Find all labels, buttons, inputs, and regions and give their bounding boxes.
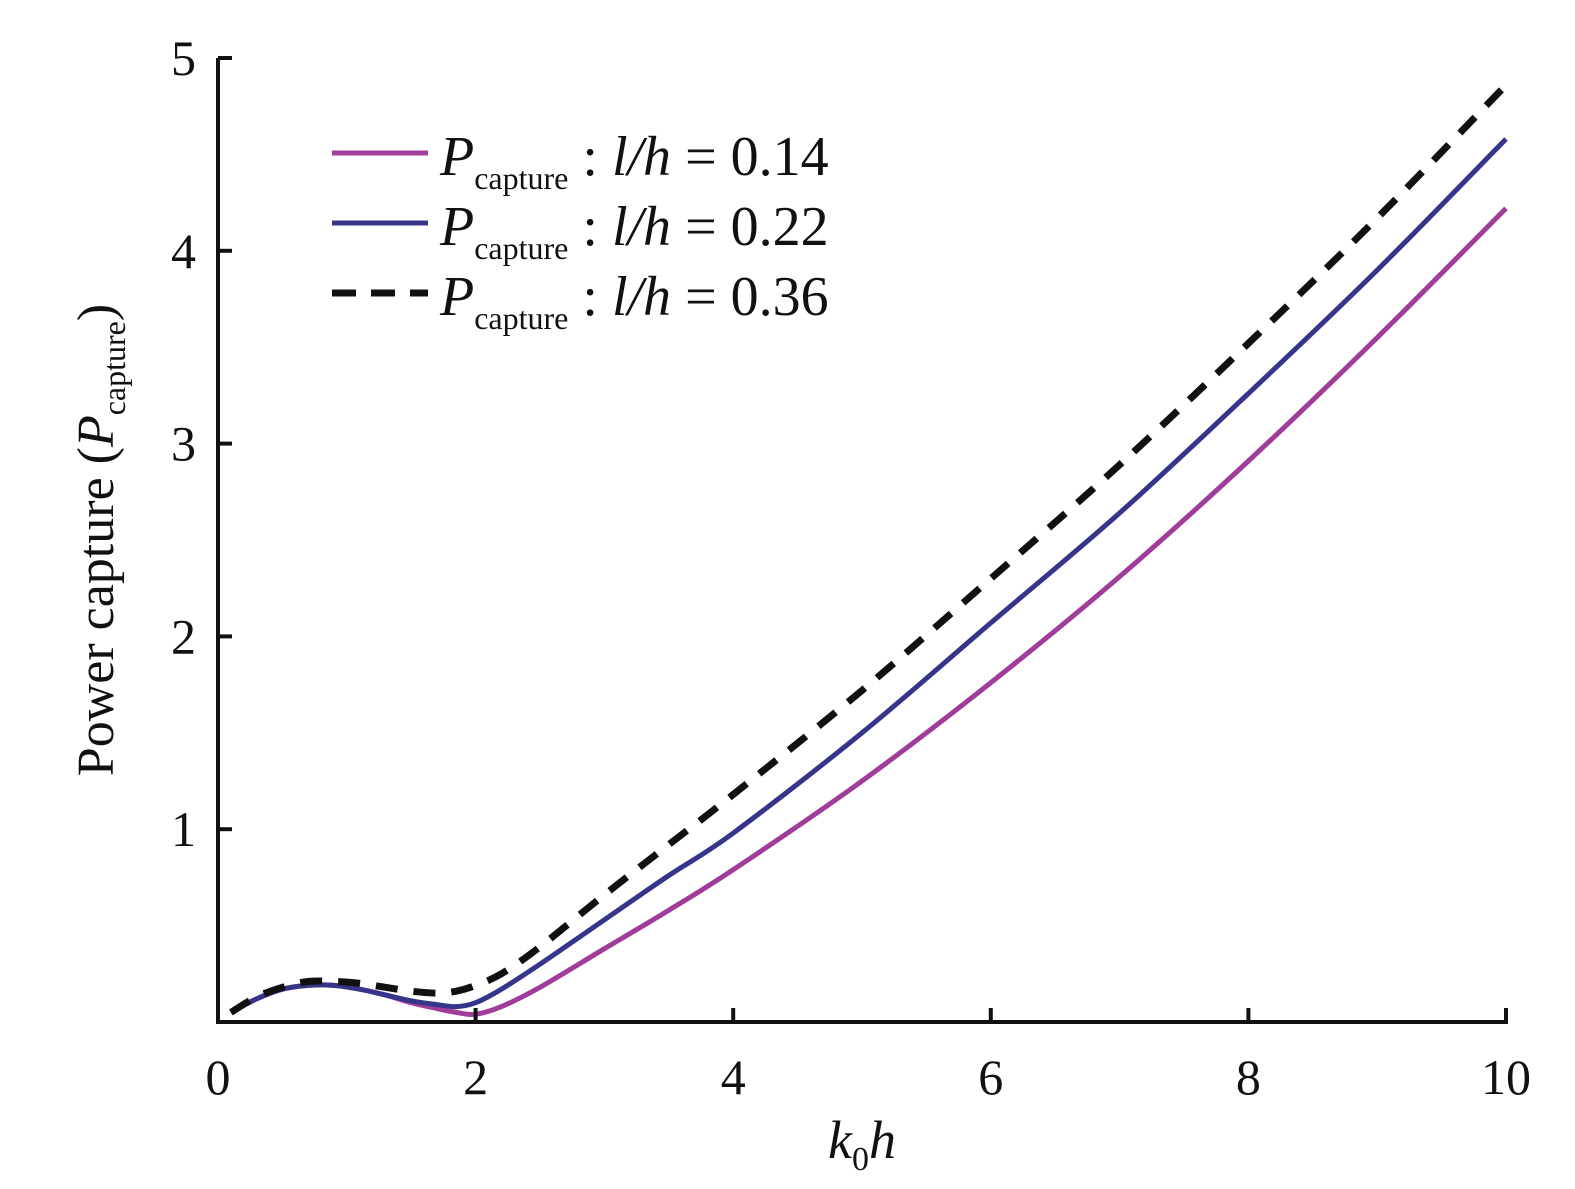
legend-label-2: Pcapture : l/h = 0.22 (439, 196, 829, 266)
x-tick-label: 8 (1236, 1049, 1261, 1105)
legend-label-3: Pcapture : l/h = 0.36 (439, 266, 829, 336)
x-tick-label: 6 (978, 1049, 1003, 1105)
plot-area (229, 82, 1509, 1018)
x-tick-label: 10 (1481, 1049, 1531, 1105)
x-axis-title: k0h (828, 1110, 896, 1178)
y-axis-title: Power capture (Pcapture) (68, 304, 132, 776)
legend-label-1: Pcapture : l/h = 0.14 (439, 126, 829, 196)
y-tick-label: 1 (171, 801, 196, 857)
y-tick-label: 5 (171, 30, 196, 86)
y-tick-label: 2 (171, 608, 196, 664)
series-line-2 (229, 137, 1508, 1015)
y-tick-label: 4 (171, 223, 196, 279)
x-tick-label: 0 (206, 1049, 231, 1105)
series-line-3 (229, 82, 1509, 1016)
x-tick-label: 2 (463, 1049, 488, 1105)
x-tick-label: 4 (721, 1049, 746, 1105)
y-tick-label: 3 (171, 416, 196, 472)
